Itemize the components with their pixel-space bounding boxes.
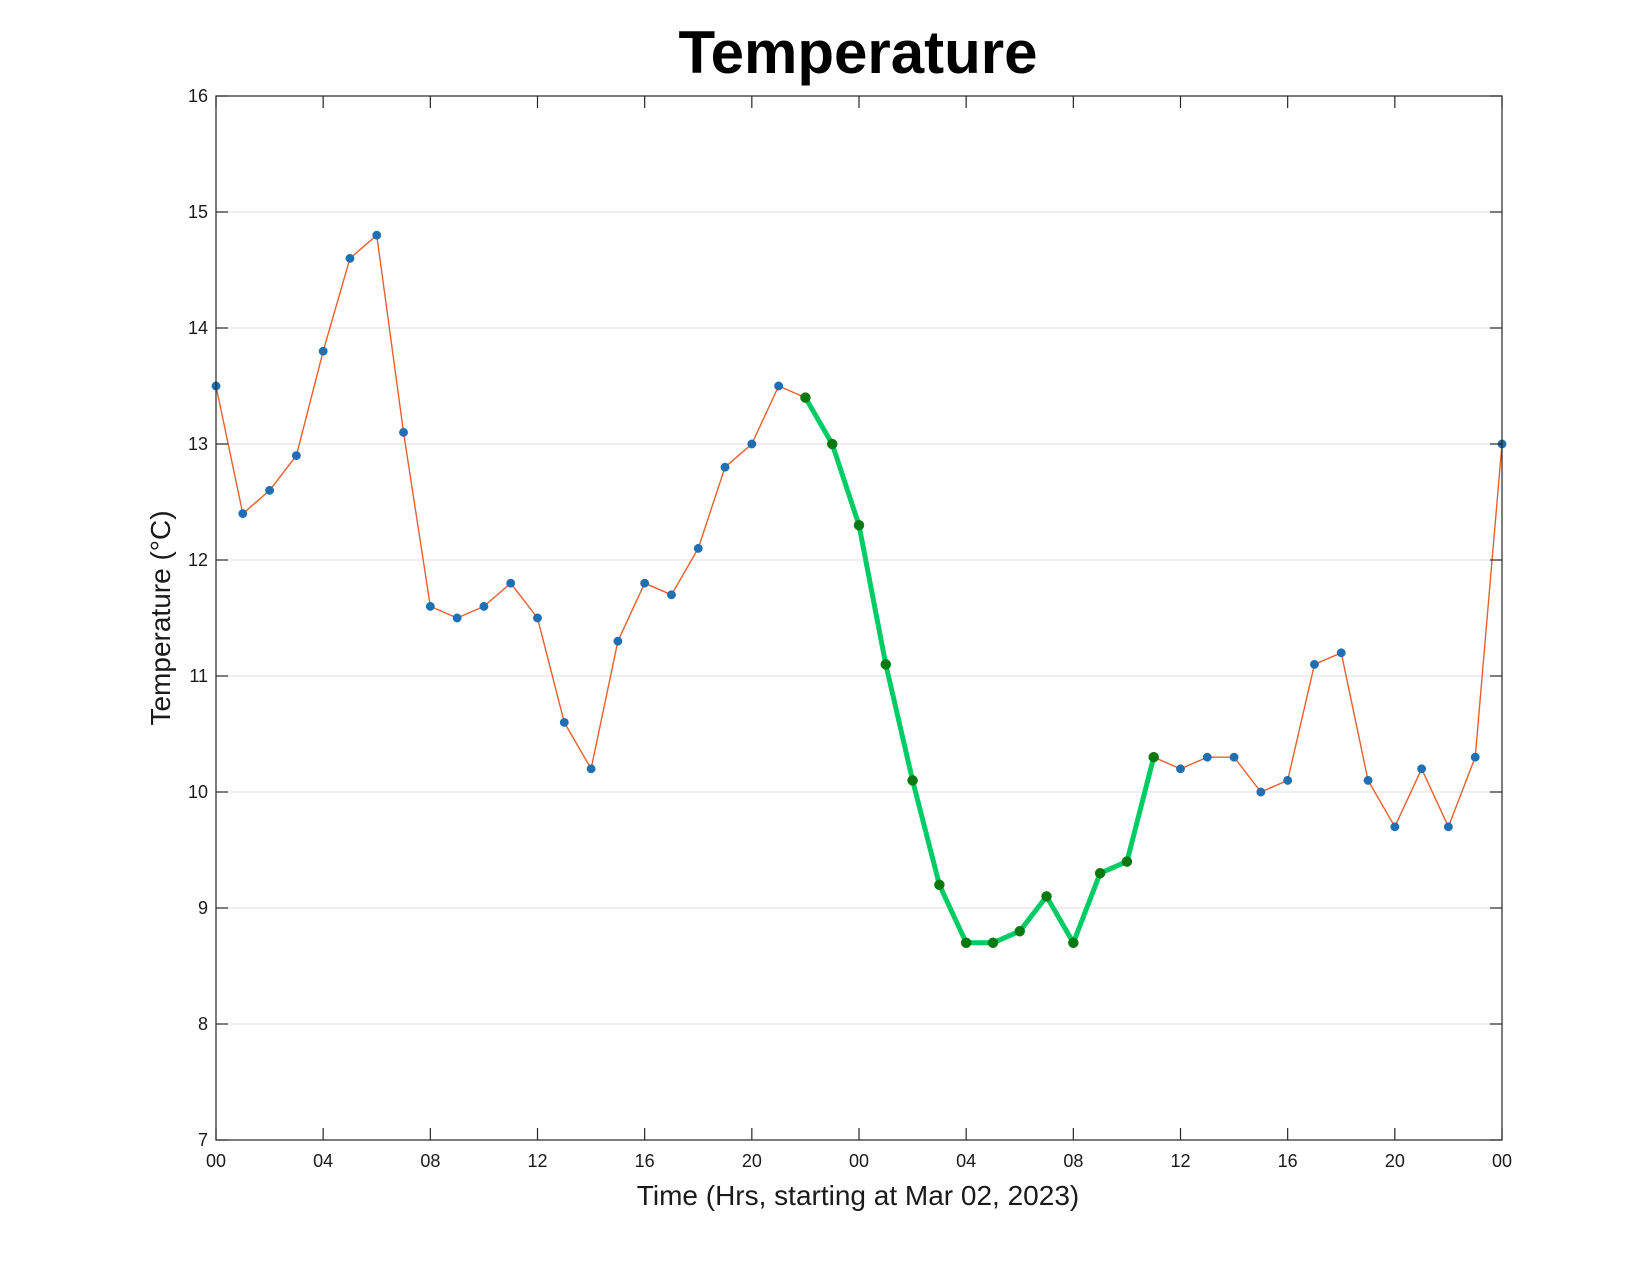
x-tick-label: 16 — [635, 1151, 655, 1171]
y-tick-label: 15 — [188, 202, 208, 222]
data-point — [826, 438, 838, 450]
data-point — [425, 601, 435, 611]
data-point — [1176, 764, 1185, 774]
y-tick-label: 8 — [198, 1014, 208, 1034]
data-point — [907, 775, 918, 786]
data-point — [1041, 891, 1052, 902]
x-tick-label: 04 — [313, 1151, 333, 1171]
x-tick-label: 16 — [1278, 1151, 1298, 1171]
x-tick-label: 00 — [849, 1151, 869, 1171]
y-axis-label: Temperature (°C) — [145, 510, 176, 725]
chart-title: Temperature — [678, 19, 1037, 86]
x-tick-label: 00 — [206, 1151, 226, 1171]
data-point — [880, 659, 892, 670]
x-tick-label: 12 — [1170, 1151, 1190, 1171]
data-point — [1443, 822, 1453, 832]
series-line — [802, 395, 1157, 946]
y-tick-label: 16 — [188, 86, 208, 106]
y-tick-label: 7 — [198, 1130, 208, 1150]
data-point — [1283, 775, 1293, 785]
y-tick-label: 11 — [189, 666, 208, 686]
data-point — [586, 764, 596, 774]
y-axis-ticks: 7 8 9 10 11 12 13 14 15 16 — [188, 86, 1502, 1150]
data-point — [987, 937, 999, 949]
x-tick-label: 20 — [742, 1151, 762, 1171]
data-point — [853, 519, 865, 531]
data-point — [720, 462, 730, 472]
x-axis-ticks: 00 04 08 12 16 20 00 04 08 12 16 20 00 — [206, 96, 1512, 1171]
x-tick-label: 04 — [956, 1151, 976, 1171]
data-point — [372, 230, 382, 240]
data-point — [345, 253, 355, 263]
data-point — [747, 439, 757, 449]
data-point — [774, 381, 784, 391]
x-tick-label: 00 — [1492, 1151, 1512, 1171]
data-point — [1363, 775, 1373, 785]
data-point — [1470, 752, 1480, 762]
plot-frame — [215, 95, 1503, 1141]
data-point — [533, 613, 542, 623]
data-point — [693, 543, 703, 553]
data-point — [452, 613, 462, 623]
data-point — [318, 346, 328, 356]
series-2 — [800, 392, 1159, 949]
data-point — [1336, 648, 1346, 658]
y-tick-label: 14 — [188, 318, 208, 338]
data-point — [800, 392, 811, 403]
data-point — [238, 509, 248, 519]
x-tick-label: 12 — [527, 1151, 547, 1171]
data-point — [1121, 856, 1133, 867]
data-point — [1310, 659, 1319, 669]
data-point — [640, 578, 650, 588]
series-1 — [211, 230, 1507, 948]
data-point — [1256, 787, 1266, 797]
y-tick-label: 12 — [188, 550, 208, 570]
data-point — [1094, 867, 1106, 879]
y-tick-label: 9 — [198, 898, 208, 918]
data-point — [613, 636, 623, 646]
data-point — [960, 937, 972, 949]
data-point — [1148, 751, 1159, 763]
data-point — [667, 590, 676, 600]
series-line — [215, 234, 1503, 944]
y-tick-label: 10 — [188, 782, 208, 802]
data-point — [1417, 764, 1427, 774]
x-tick-label: 20 — [1385, 1151, 1405, 1171]
data-point — [1229, 752, 1239, 762]
data-point — [934, 879, 945, 891]
x-tick-label: 08 — [420, 1151, 440, 1171]
data-point — [1068, 937, 1079, 949]
data-point — [506, 578, 516, 588]
grid-lines — [216, 211, 1502, 1025]
y-tick-label: 13 — [188, 434, 208, 454]
data-point — [265, 485, 275, 495]
data-point — [1202, 752, 1212, 762]
data-point — [399, 427, 408, 437]
data-point — [479, 601, 489, 611]
x-tick-label: 08 — [1063, 1151, 1083, 1171]
data-point — [1390, 822, 1400, 832]
data-point — [1014, 925, 1025, 937]
series-layer — [211, 230, 1507, 949]
data-point — [291, 451, 301, 461]
x-axis-label: Time (Hrs, starting at Mar 02, 2023) — [637, 1180, 1079, 1211]
data-point — [559, 717, 569, 727]
